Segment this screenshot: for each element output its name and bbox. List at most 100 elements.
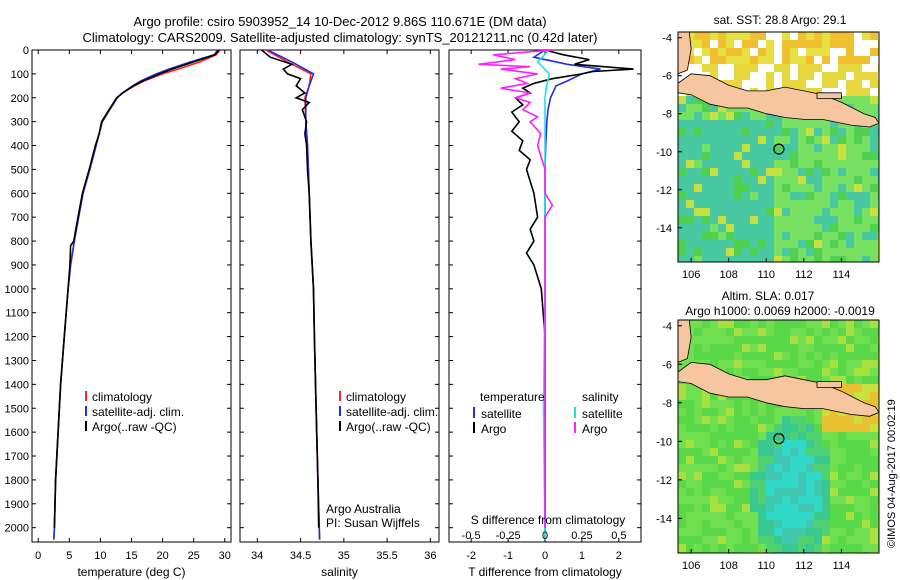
map-cell <box>814 128 822 136</box>
map-cell <box>718 56 726 64</box>
map-cell <box>766 216 774 224</box>
map-cell <box>798 440 806 448</box>
map-cell <box>710 256 718 262</box>
map-cell <box>766 160 774 168</box>
map-cell <box>702 248 710 256</box>
map-cell <box>750 480 758 488</box>
map-cell <box>726 408 734 416</box>
map-cell <box>694 32 702 40</box>
map-cell <box>814 64 822 72</box>
map-cell <box>774 432 782 440</box>
map-cell <box>734 480 742 488</box>
map-cell <box>694 384 702 392</box>
map-cell <box>790 504 798 512</box>
map-cell <box>734 328 742 336</box>
map-cell <box>774 160 782 168</box>
map-cell <box>766 64 774 72</box>
map-cell <box>758 496 766 504</box>
map-cell <box>758 400 766 408</box>
map-cell <box>822 352 830 360</box>
map-cell <box>694 152 702 160</box>
map-cell <box>766 456 774 464</box>
map-cell <box>774 528 782 536</box>
map-cell <box>782 328 790 336</box>
map-cell <box>814 520 822 528</box>
map-cell <box>750 416 758 424</box>
map-cell <box>758 320 766 328</box>
map-cell <box>798 472 806 480</box>
map-cell <box>822 320 830 328</box>
map-cell <box>790 64 798 72</box>
map-cell <box>806 432 814 440</box>
map-cell <box>870 488 878 496</box>
panel-differences: -2 -1 0 1 2 T difference from climatology <box>448 49 642 579</box>
map-cell <box>846 136 854 144</box>
map-cell <box>750 528 758 536</box>
map-cell <box>686 256 694 262</box>
map-cell <box>710 56 718 64</box>
map-cell <box>790 56 798 64</box>
map-cell <box>838 56 846 64</box>
map-cell <box>854 96 862 104</box>
map-cell <box>782 248 790 256</box>
map-cell <box>758 72 766 80</box>
map-cell <box>734 400 742 408</box>
map-cell <box>838 64 846 72</box>
map-cell <box>854 416 862 424</box>
map-cell <box>782 240 790 248</box>
map-cell <box>742 192 750 200</box>
map-cell <box>678 520 686 528</box>
map-cell <box>734 416 742 424</box>
map-cell <box>678 456 686 464</box>
map-cell <box>718 120 726 128</box>
map-cell <box>774 536 782 544</box>
map-cell <box>830 488 838 496</box>
map-cell <box>742 480 750 488</box>
map-cell <box>798 504 806 512</box>
map-cell <box>814 240 822 248</box>
map-cell <box>750 488 758 496</box>
map-cell <box>710 320 718 328</box>
map-cell <box>758 120 766 128</box>
map-cell <box>846 464 854 472</box>
map-cell <box>718 400 726 408</box>
map-cell <box>774 136 782 144</box>
y-tick-label: 1400 <box>5 379 29 391</box>
map-cell <box>790 416 798 424</box>
map-cell <box>798 464 806 472</box>
map-cell <box>710 192 718 200</box>
map-cell <box>822 88 830 96</box>
map-cell <box>846 56 854 64</box>
map-cell <box>790 200 798 208</box>
map-cell <box>806 176 814 184</box>
map-cell <box>806 224 814 232</box>
map-cell <box>766 48 774 56</box>
map-cell <box>686 520 694 528</box>
map-cell <box>830 40 838 48</box>
map-cell <box>750 224 758 232</box>
map-cell <box>790 432 798 440</box>
map-cell <box>774 472 782 480</box>
map-cell <box>710 208 718 216</box>
x-tick-label: 5 <box>66 550 72 562</box>
map-cell <box>686 136 694 144</box>
map-cell <box>862 128 870 136</box>
map-cell <box>790 344 798 352</box>
map-cell <box>766 416 774 424</box>
map-cell <box>702 448 710 456</box>
map-cell <box>814 176 822 184</box>
map-cell <box>686 528 694 536</box>
map-cell <box>710 416 718 424</box>
map-cell <box>782 72 790 80</box>
map-cell <box>710 136 718 144</box>
map-cell <box>862 352 870 360</box>
map-cells <box>678 320 879 553</box>
map-cell <box>678 464 686 472</box>
map-cell <box>710 360 718 368</box>
map-cell <box>734 424 742 432</box>
map-cell <box>854 128 862 136</box>
map-cell <box>854 448 862 456</box>
map-cell <box>862 48 870 56</box>
map-cell <box>846 80 854 88</box>
map-cell <box>814 232 822 240</box>
